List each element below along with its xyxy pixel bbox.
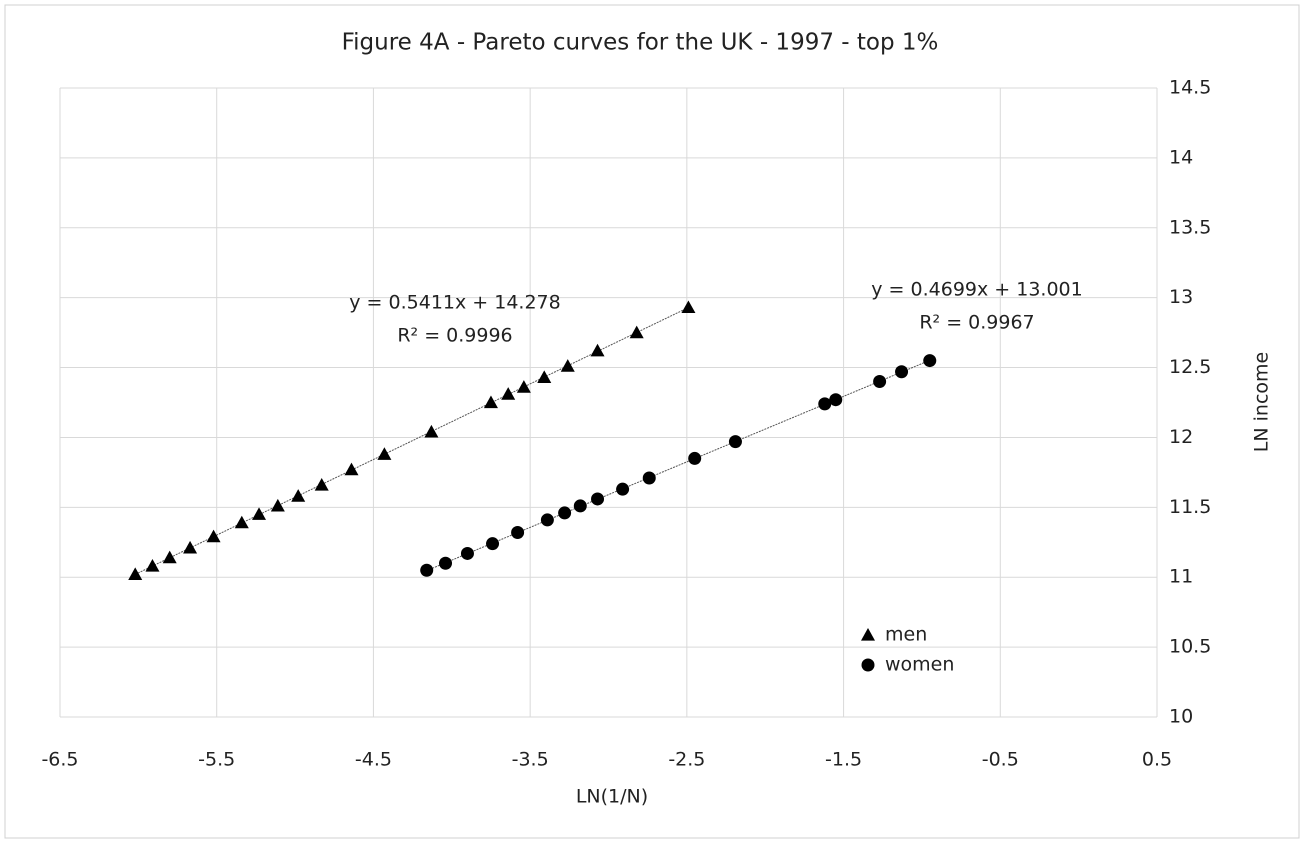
data-point: [377, 447, 392, 460]
data-point: [128, 567, 143, 581]
data-point: [483, 395, 498, 409]
data-point: [829, 393, 843, 407]
y-tick-label: 11.5: [1169, 496, 1211, 518]
data-point: [460, 546, 474, 560]
data-point: [573, 499, 587, 513]
y-tick-label: 13: [1169, 286, 1193, 308]
data-point: [344, 462, 359, 476]
trendline: [426, 359, 930, 572]
legend-label: women: [885, 654, 954, 676]
x-tick-label: -2.5: [668, 749, 705, 771]
y-tick-label: 12: [1169, 426, 1193, 448]
y-tick-label: 10: [1169, 706, 1193, 728]
data-point: [558, 506, 572, 520]
data-point: [642, 471, 656, 485]
y-tick-label: 11: [1169, 566, 1193, 588]
trendline-label: R² = 0.9967: [919, 312, 1034, 334]
trendline-label: R² = 0.9996: [397, 325, 512, 347]
data-point: [314, 477, 329, 491]
y-tick-label: 14: [1169, 146, 1193, 168]
x-tick-label: -3.5: [512, 749, 549, 771]
data-point: [162, 550, 177, 564]
data-point: [923, 354, 937, 368]
data-point: [206, 529, 221, 543]
x-tick-label: -4.5: [355, 749, 392, 771]
legend-marker: [861, 658, 875, 672]
data-point: [183, 540, 198, 554]
data-point: [511, 525, 525, 539]
trendline-label: y = 0.4699x + 13.001: [871, 279, 1082, 301]
data-point: [501, 387, 516, 400]
x-tick-label: -0.5: [982, 749, 1019, 771]
x-tick-label: -6.5: [41, 749, 78, 771]
data-point: [873, 375, 887, 389]
data-point: [516, 380, 531, 393]
data-point: [560, 359, 575, 372]
data-point: [486, 537, 500, 551]
x-tick-label: 0.5: [1142, 749, 1172, 771]
x-axis-title: LN(1/N): [576, 786, 648, 808]
y-tick-label: 14.5: [1169, 77, 1211, 99]
y-axis-title: LN income: [1251, 352, 1273, 452]
data-point: [252, 507, 267, 520]
data-point: [145, 559, 160, 572]
data-point: [688, 451, 702, 465]
data-point: [895, 365, 909, 379]
data-point: [540, 513, 554, 527]
data-point: [616, 482, 630, 496]
data-point: [681, 300, 696, 314]
data-point: [590, 343, 605, 357]
y-tick-label: 10.5: [1169, 636, 1211, 658]
data-point: [234, 515, 249, 529]
data-point: [291, 489, 306, 502]
data-point: [728, 435, 742, 449]
data-point: [424, 424, 439, 438]
data-point: [537, 370, 552, 383]
data-point: [420, 563, 434, 577]
data-point: [629, 325, 644, 339]
x-tick-label: -5.5: [198, 749, 235, 771]
data-point: [591, 492, 605, 506]
legend-marker: [861, 628, 875, 641]
data-point: [270, 498, 285, 512]
trendline-label: y = 0.5411x + 14.278: [349, 292, 560, 314]
chart-border: [4, 4, 1300, 839]
chart-title: Figure 4A - Pareto curves for the UK - 1…: [342, 30, 939, 56]
data-point: [818, 397, 832, 411]
legend-label: men: [885, 624, 927, 646]
y-tick-label: 12.5: [1169, 356, 1211, 378]
y-tick-label: 13.5: [1169, 216, 1211, 238]
data-point: [439, 556, 453, 570]
x-tick-label: -1.5: [825, 749, 862, 771]
